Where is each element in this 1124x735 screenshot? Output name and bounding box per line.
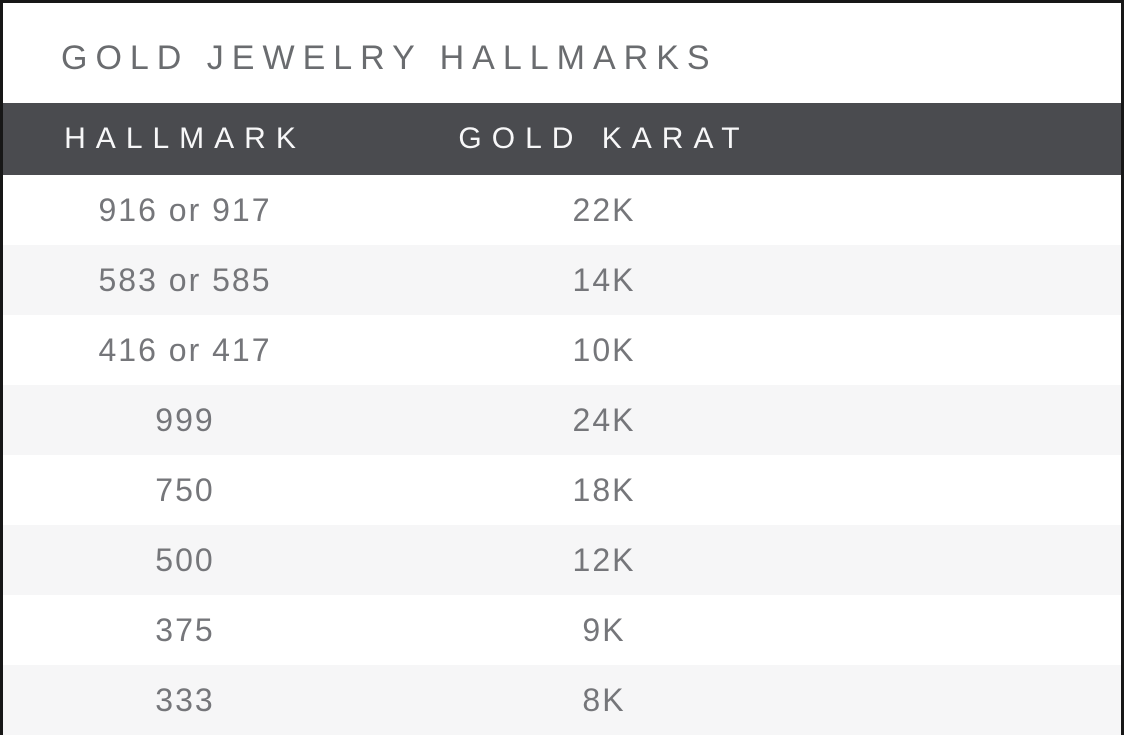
table-body: 916 or 917 22K 583 or 585 14K 416 or 417…	[3, 175, 1121, 735]
karat-cell: 9K	[582, 611, 626, 648]
karat-cell: 14K	[572, 261, 636, 298]
karat-cell: 8K	[582, 681, 626, 718]
table-row: 375 9K	[3, 595, 1121, 665]
karat-cell: 12K	[572, 541, 636, 578]
karat-cell: 10K	[572, 331, 636, 368]
table-header-row: HALLMARK GOLD KARAT	[3, 103, 1121, 175]
hallmark-cell: 416 or 417	[98, 331, 272, 368]
column-header-hallmark: HALLMARK	[64, 122, 306, 155]
table-row: 750 18K	[3, 455, 1121, 525]
hallmark-cell: 916 or 917	[98, 191, 272, 228]
table-row: 333 8K	[3, 665, 1121, 735]
karat-cell: 18K	[572, 471, 636, 508]
table-row: 999 24K	[3, 385, 1121, 455]
hallmark-cell: 750	[155, 471, 215, 508]
hallmark-cell: 375	[155, 611, 215, 648]
table-row: 500 12K	[3, 525, 1121, 595]
hallmark-cell: 333	[155, 681, 215, 718]
table-row: 583 or 585 14K	[3, 245, 1121, 315]
table-row: 416 or 417 10K	[3, 315, 1121, 385]
column-header-gold-karat: GOLD KARAT	[458, 122, 750, 155]
hallmark-cell: 500	[155, 541, 215, 578]
karat-cell: 24K	[572, 401, 636, 438]
hallmark-cell: 999	[155, 401, 215, 438]
title-band: GOLD JEWELRY HALLMARKS	[3, 3, 1121, 103]
table-row: 916 or 917 22K	[3, 175, 1121, 245]
hallmark-cell: 583 or 585	[98, 261, 272, 298]
page-title: GOLD JEWELRY HALLMARKS	[61, 38, 718, 77]
karat-cell: 22K	[572, 191, 636, 228]
